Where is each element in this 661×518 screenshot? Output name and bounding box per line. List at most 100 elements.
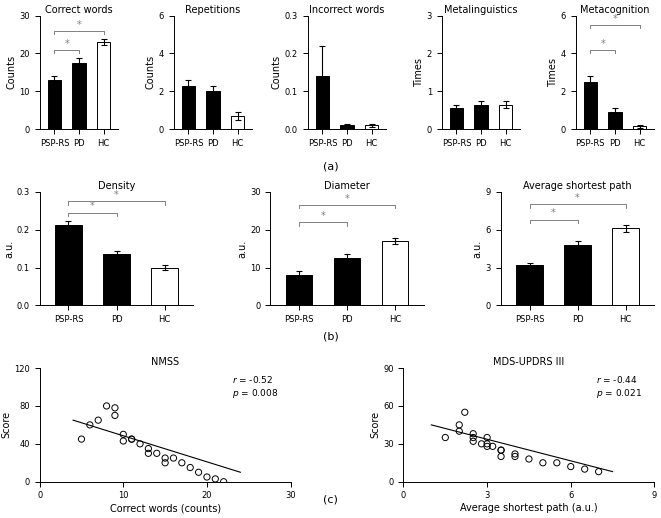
Point bbox=[93, 416, 104, 424]
Point bbox=[160, 454, 171, 462]
Text: *: * bbox=[321, 211, 325, 221]
Point bbox=[454, 421, 465, 429]
Point bbox=[118, 430, 129, 439]
Title: Incorrect words: Incorrect words bbox=[309, 5, 385, 15]
Title: NMSS: NMSS bbox=[151, 357, 179, 367]
Text: (c): (c) bbox=[323, 495, 338, 505]
Point bbox=[118, 437, 129, 445]
Text: *: * bbox=[575, 193, 580, 203]
Point bbox=[524, 455, 534, 463]
Text: *: * bbox=[77, 20, 81, 30]
Bar bbox=[584, 82, 597, 130]
Bar bbox=[48, 80, 61, 130]
Bar bbox=[499, 105, 512, 130]
Point bbox=[176, 458, 187, 467]
Point bbox=[210, 475, 221, 483]
Point bbox=[151, 449, 162, 457]
Point bbox=[468, 434, 479, 442]
Point bbox=[440, 434, 451, 442]
Title: Density: Density bbox=[98, 181, 136, 191]
Bar bbox=[151, 268, 178, 306]
Bar bbox=[315, 76, 329, 130]
Bar bbox=[231, 116, 245, 130]
Point bbox=[193, 468, 204, 477]
Point bbox=[135, 440, 145, 448]
Bar bbox=[365, 125, 379, 130]
Y-axis label: Score: Score bbox=[370, 411, 380, 438]
Point bbox=[551, 458, 562, 467]
Y-axis label: a.u.: a.u. bbox=[473, 239, 483, 258]
Bar bbox=[340, 125, 354, 130]
Y-axis label: a.u.: a.u. bbox=[4, 239, 14, 258]
Point bbox=[510, 452, 520, 461]
Title: Repetitions: Repetitions bbox=[186, 5, 241, 15]
Point bbox=[126, 435, 137, 443]
Y-axis label: Times: Times bbox=[414, 58, 424, 87]
Point bbox=[85, 421, 95, 429]
Bar bbox=[608, 112, 622, 130]
Point bbox=[110, 411, 120, 420]
Point bbox=[143, 444, 153, 453]
Point bbox=[580, 465, 590, 473]
Point bbox=[482, 440, 492, 448]
Point bbox=[496, 452, 506, 461]
Text: $r$ = -0.52
$p$ = 0.008: $r$ = -0.52 $p$ = 0.008 bbox=[232, 373, 278, 399]
Text: *: * bbox=[64, 38, 69, 49]
Point bbox=[185, 464, 196, 472]
Point bbox=[496, 446, 506, 454]
Point bbox=[487, 442, 498, 451]
Text: *: * bbox=[551, 208, 556, 219]
Point bbox=[510, 450, 520, 458]
Y-axis label: Score: Score bbox=[1, 411, 11, 438]
Text: *: * bbox=[600, 38, 605, 49]
Title: MDS-UPDRS III: MDS-UPDRS III bbox=[493, 357, 564, 367]
Bar bbox=[382, 241, 408, 306]
Point bbox=[168, 454, 178, 462]
Title: Correct words: Correct words bbox=[45, 5, 113, 15]
Bar bbox=[633, 126, 646, 130]
Y-axis label: Counts: Counts bbox=[146, 55, 156, 90]
Point bbox=[482, 442, 492, 451]
Bar bbox=[103, 254, 130, 306]
Point bbox=[110, 404, 120, 412]
Point bbox=[126, 435, 137, 443]
Title: Metalinguistics: Metalinguistics bbox=[444, 5, 518, 15]
Bar bbox=[97, 42, 110, 130]
Y-axis label: Times: Times bbox=[548, 58, 558, 87]
Y-axis label: a.u.: a.u. bbox=[237, 239, 247, 258]
Bar bbox=[72, 63, 86, 130]
Text: *: * bbox=[114, 190, 119, 200]
Point bbox=[468, 437, 479, 445]
Point bbox=[537, 458, 548, 467]
Bar bbox=[334, 258, 360, 306]
Bar bbox=[182, 85, 195, 130]
Bar bbox=[516, 265, 543, 306]
Point bbox=[76, 435, 87, 443]
Text: $r$ = -0.44
$p$ = 0.021: $r$ = -0.44 $p$ = 0.021 bbox=[596, 373, 642, 399]
Point bbox=[143, 449, 153, 457]
Bar bbox=[56, 225, 82, 306]
X-axis label: Correct words (counts): Correct words (counts) bbox=[110, 503, 221, 513]
Point bbox=[594, 467, 604, 476]
Text: *: * bbox=[90, 202, 95, 211]
Y-axis label: Counts: Counts bbox=[7, 55, 17, 90]
Y-axis label: Counts: Counts bbox=[272, 55, 282, 90]
Text: (b): (b) bbox=[323, 332, 338, 341]
Bar bbox=[449, 108, 463, 130]
Point bbox=[565, 463, 576, 471]
Text: (a): (a) bbox=[323, 162, 338, 172]
Point bbox=[454, 427, 465, 435]
Text: *: * bbox=[613, 14, 617, 24]
Bar bbox=[564, 245, 591, 306]
Bar bbox=[474, 105, 488, 130]
Title: Diameter: Diameter bbox=[324, 181, 370, 191]
Bar bbox=[206, 91, 220, 130]
Point bbox=[202, 473, 212, 481]
X-axis label: Average shortest path (a.u.): Average shortest path (a.u.) bbox=[460, 503, 598, 513]
Point bbox=[468, 429, 479, 438]
Point bbox=[459, 408, 470, 416]
Bar bbox=[612, 228, 639, 306]
Point bbox=[496, 446, 506, 454]
Point bbox=[482, 434, 492, 442]
Title: Average shortest path: Average shortest path bbox=[524, 181, 632, 191]
